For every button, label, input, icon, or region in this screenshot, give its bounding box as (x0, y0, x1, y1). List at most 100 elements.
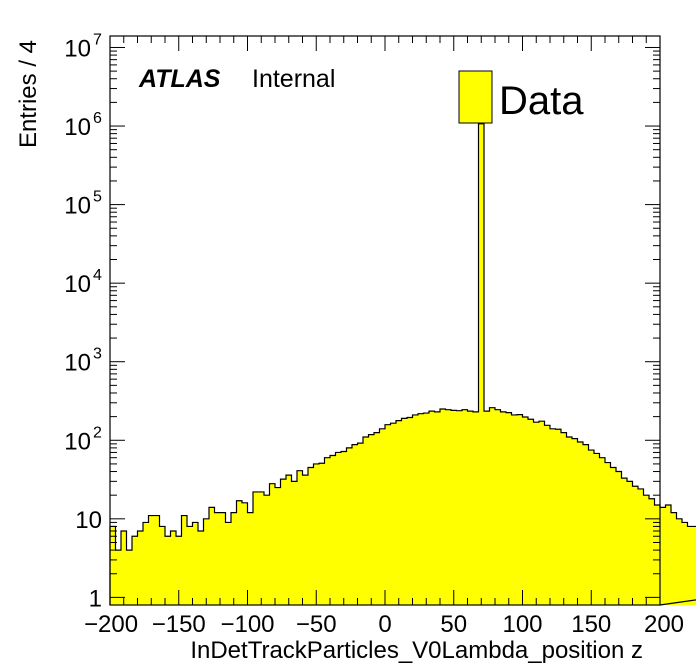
histogram-bar (396, 420, 402, 605)
histogram-bar (220, 512, 226, 605)
histogram-bar (242, 502, 248, 605)
histogram-bar (236, 500, 243, 605)
y-tick-exponent: 7 (93, 31, 102, 48)
histogram-bar (121, 530, 127, 605)
y-tick-label: 10 (64, 114, 91, 141)
histogram-bar (302, 475, 309, 605)
histogram-bar (687, 526, 694, 605)
histogram-bar (517, 414, 523, 605)
histogram-bar (445, 409, 452, 605)
histogram-bar (616, 471, 622, 605)
x-tick-label: −150 (152, 611, 206, 638)
atlas-label: ATLAS (138, 65, 221, 93)
histogram-bar (588, 450, 595, 605)
histogram-bar (313, 463, 320, 605)
histogram-bar (231, 512, 237, 605)
histogram-bar (676, 518, 683, 605)
x-tick-label: −200 (84, 611, 138, 638)
histogram-bar (258, 491, 265, 605)
atlas-status: Internal (252, 65, 335, 93)
histogram-bar (544, 425, 551, 605)
histogram-bar (269, 483, 276, 605)
histogram-bar (495, 409, 501, 605)
histogram-bar (533, 422, 540, 605)
histogram-bar (550, 428, 556, 605)
histogram-bar (154, 515, 160, 605)
histogram-bar (291, 481, 298, 605)
histogram-bar (280, 479, 287, 605)
histogram-bar (319, 463, 325, 605)
histogram-bar (599, 457, 606, 605)
histogram-bar (264, 495, 270, 605)
histogram-bar (638, 488, 644, 605)
histogram-bar (385, 424, 391, 605)
histogram-bar (159, 526, 166, 605)
histogram-bar (643, 495, 650, 605)
y-tick-label: 1 (89, 585, 102, 612)
histogram-bar (275, 487, 281, 605)
histogram-bar (577, 442, 584, 605)
histogram-bar (368, 434, 375, 605)
histogram-bar (610, 467, 617, 605)
histogram-bar (203, 518, 210, 605)
histogram-bar (632, 486, 639, 605)
y-tick-label: 10 (64, 271, 91, 298)
histogram-bar (253, 491, 259, 605)
histogram-bar (192, 522, 199, 605)
histogram-bar (412, 414, 419, 605)
histogram-bar (682, 522, 688, 605)
x-tick-label: −50 (296, 611, 337, 638)
histogram-bar (181, 515, 188, 605)
histogram-bar (423, 413, 430, 605)
histogram-bar (143, 522, 149, 605)
histogram-bar (462, 409, 468, 605)
histogram-bar (665, 504, 672, 605)
histogram-bar (594, 453, 600, 605)
histogram-bar (357, 443, 364, 605)
histogram-bar (456, 410, 463, 605)
y-axis-label: Entries / 4 (15, 40, 42, 148)
histogram-bar (434, 411, 441, 605)
legend-label: Data (499, 79, 584, 123)
x-tick-label: 0 (378, 611, 391, 638)
histogram-bar (511, 414, 518, 605)
histogram-bar (566, 437, 573, 605)
histogram-bar (654, 504, 661, 605)
histogram-bar (297, 470, 303, 605)
histogram-bar (561, 432, 567, 605)
y-tick-exponent: 4 (93, 267, 102, 284)
legend: Data (458, 70, 584, 124)
histogram-bar (126, 550, 133, 605)
histogram-bar (324, 457, 331, 605)
histogram-bar (478, 123, 485, 605)
y-tick-label: 10 (64, 193, 91, 220)
legend-swatch (458, 70, 493, 124)
y-tick-label: 10 (64, 428, 91, 455)
histogram-bar (649, 498, 655, 605)
histogram-bar (429, 411, 435, 605)
x-tick-label: 50 (440, 611, 467, 638)
histogram-bar (390, 423, 397, 605)
histogram-bar (308, 467, 314, 605)
histogram-bar (379, 428, 386, 605)
histogram-bar (473, 411, 479, 605)
histogram-bar (176, 536, 182, 605)
histogram-bar (330, 455, 336, 605)
histogram-bar (484, 411, 490, 605)
histogram-bar (115, 550, 122, 605)
y-tick-label: 10 (64, 350, 91, 377)
histogram-bar (286, 475, 292, 605)
histogram-bar (187, 526, 193, 605)
histogram-bar (225, 522, 232, 605)
histogram-bar (451, 410, 457, 605)
histogram-bar (209, 507, 215, 605)
histogram-bar (555, 429, 562, 605)
histogram-bar (489, 407, 496, 605)
histogram-bar (346, 447, 353, 605)
y-tick-exponent: 6 (93, 110, 102, 127)
histogram-bar (148, 515, 155, 605)
x-tick-label: 100 (502, 611, 542, 638)
histogram-bar (407, 417, 413, 605)
